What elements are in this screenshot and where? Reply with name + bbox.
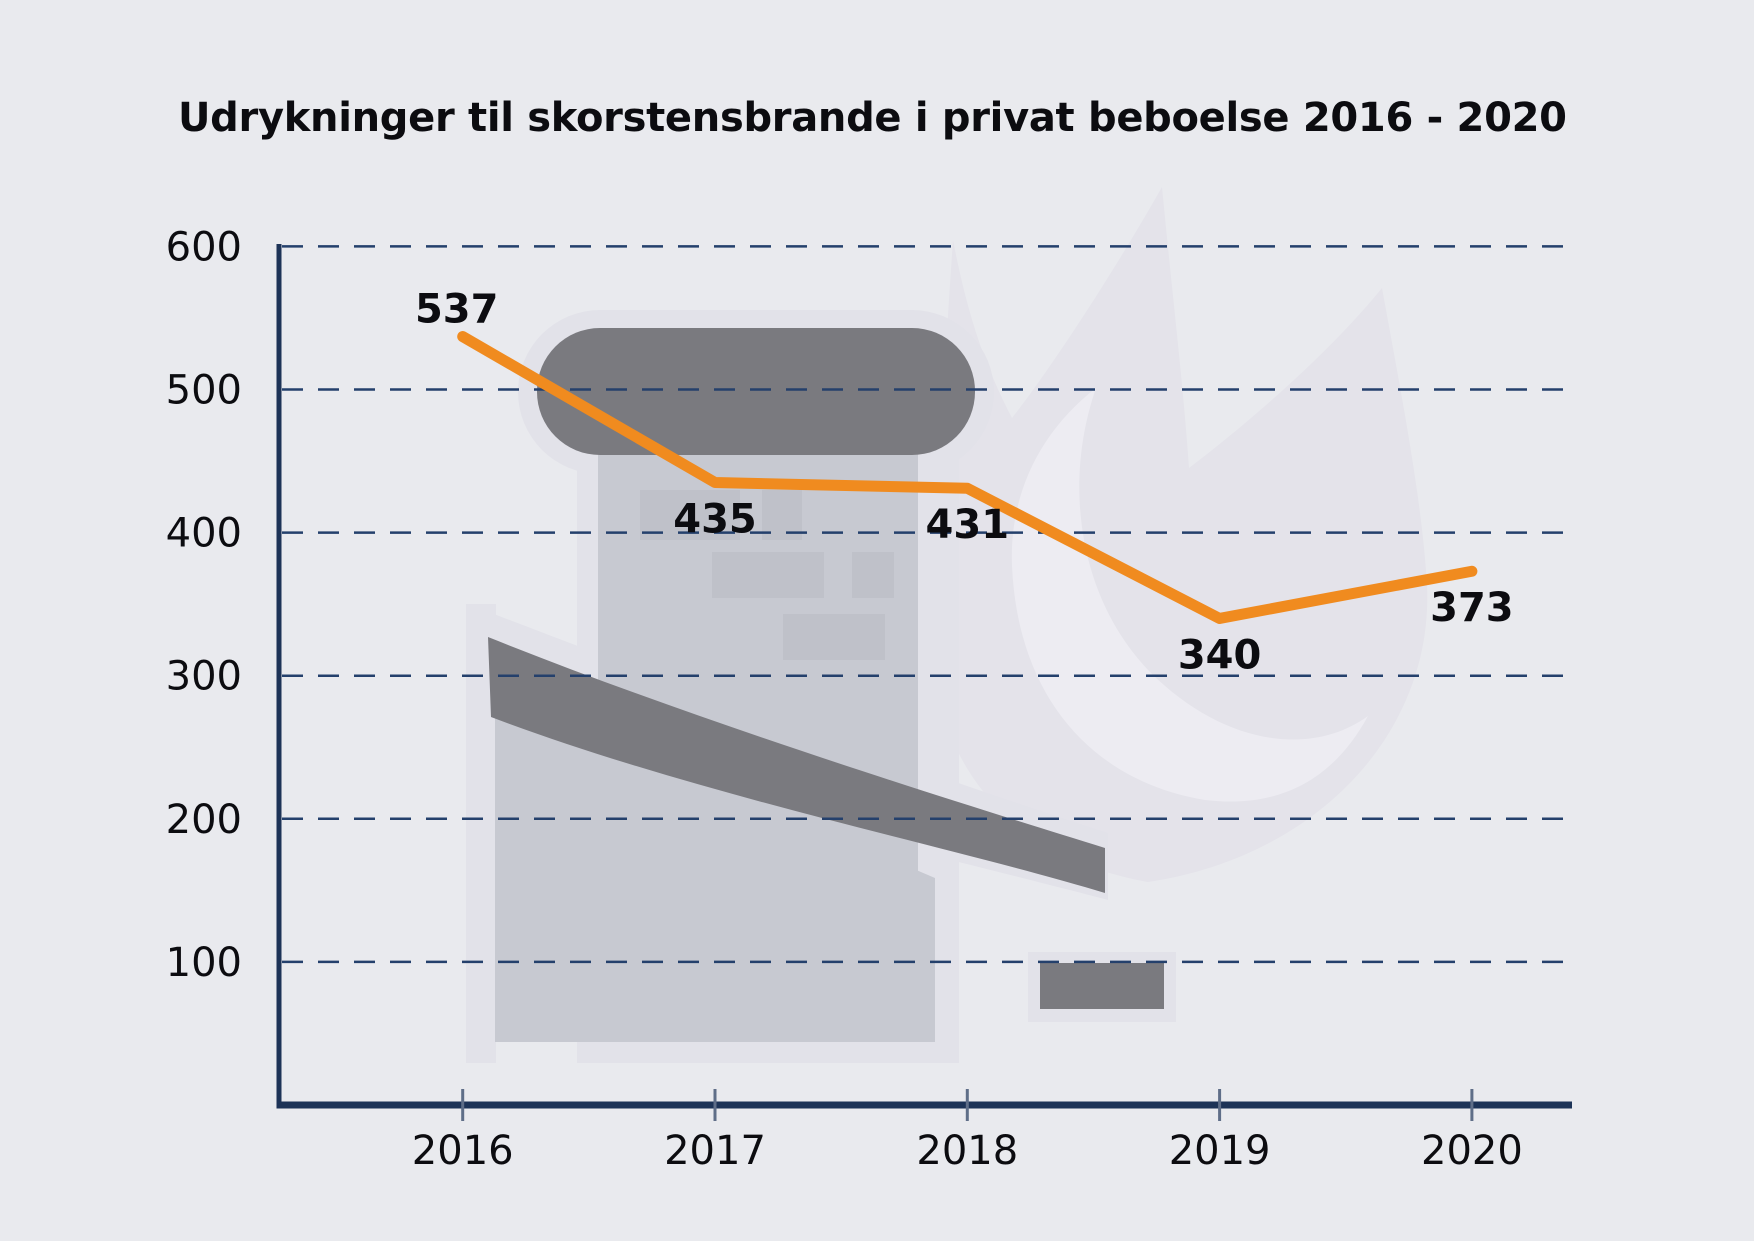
value-label: 435 (673, 497, 757, 543)
y-tick-label: 600 (166, 224, 242, 270)
x-tick-label: 2017 (664, 1128, 766, 1174)
roof (488, 637, 1105, 893)
x-tick-label: 2020 (1421, 1128, 1523, 1174)
roof-base (1040, 963, 1164, 1009)
value-label: 373 (1430, 585, 1514, 631)
brick (783, 614, 885, 660)
y-tick-label: 500 (166, 368, 242, 414)
y-tick-label: 400 (166, 511, 242, 557)
x-tick-label: 2019 (1169, 1128, 1271, 1174)
value-label: 431 (926, 502, 1010, 548)
y-tick-label: 100 (166, 940, 242, 986)
brick (712, 552, 824, 598)
chart-title: Udrykninger til skorstensbrande i privat… (178, 95, 1567, 141)
chimney-cap (537, 328, 975, 455)
trend-line (457, 331, 1478, 624)
flame-inner-icon (1011, 388, 1368, 802)
x-tick-label: 2016 (412, 1128, 514, 1174)
x-tick-label: 2018 (916, 1128, 1018, 1174)
value-label: 537 (415, 287, 499, 333)
y-tick-label: 300 (166, 654, 242, 700)
value-label: 340 (1178, 632, 1262, 678)
y-tick-label: 200 (166, 797, 242, 843)
brick (852, 552, 894, 598)
